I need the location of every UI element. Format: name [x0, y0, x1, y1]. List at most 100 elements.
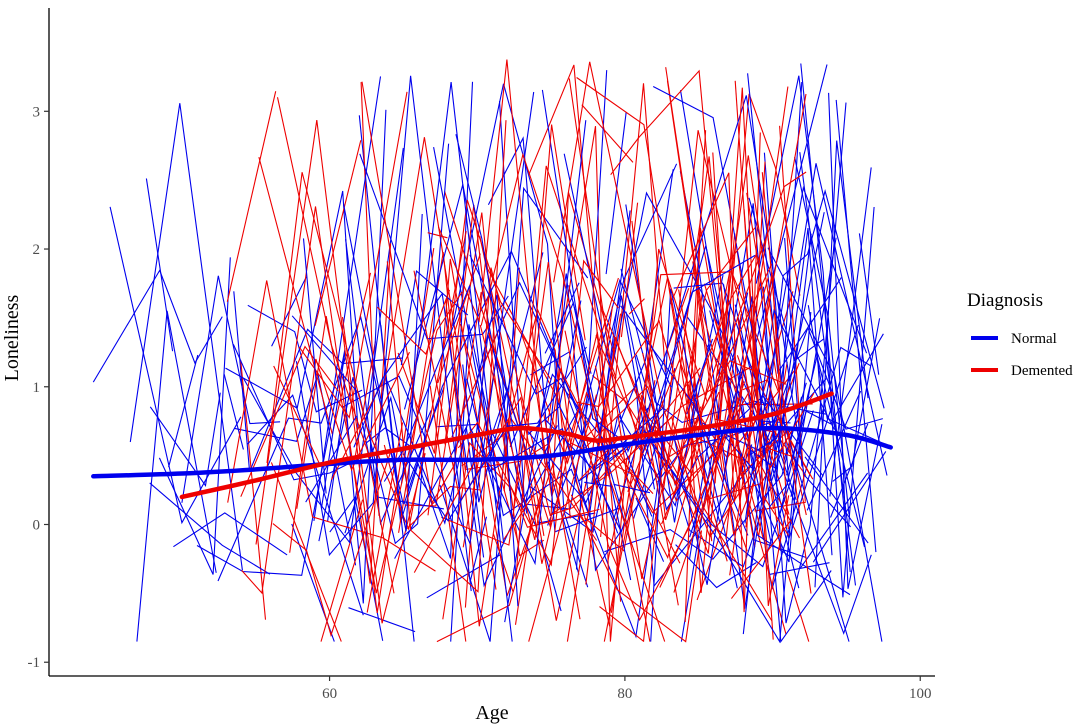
trajectory-normal: [327, 91, 535, 546]
trajectory-normal: [563, 153, 649, 453]
trajectory-demented: [737, 316, 789, 536]
smooth-line-normal: [91, 425, 893, 479]
trajectory-normal: [584, 481, 613, 487]
trajectory-normal: [673, 296, 832, 644]
trajectory-demented: [479, 324, 666, 642]
trajectory-normal: [469, 120, 587, 566]
trajectory-demented: [361, 81, 482, 505]
trajectory-normal: [342, 203, 423, 532]
legend-label-normal: Normal: [1011, 331, 1057, 347]
trajectory-normal: [366, 427, 417, 451]
trajectory-normal: [469, 254, 619, 534]
trajectory-demented: [564, 330, 742, 622]
y-tick-label: 1: [33, 380, 41, 396]
trajectory-demented: [568, 78, 756, 580]
trajectory-normal: [767, 247, 883, 642]
smooth-curves: [91, 391, 893, 500]
trajectory-normal: [755, 64, 828, 343]
trajectory-normal: [799, 152, 857, 586]
trajectory-demented: [513, 165, 617, 510]
trajectory-normal: [452, 83, 589, 588]
trajectory-normal: [466, 210, 631, 516]
trajectory-normal: [742, 189, 885, 635]
trajectory-demented: [444, 191, 512, 404]
trajectory-demented: [272, 451, 392, 638]
trajectory-normal: [136, 310, 217, 642]
trajectory-demented: [576, 77, 773, 621]
trajectory-demented: [712, 93, 807, 502]
trajectory-normal: [605, 111, 627, 275]
trajectory-demented: [729, 272, 789, 576]
trajectory-normal: [400, 82, 505, 544]
trajectory-demented: [528, 64, 622, 602]
trajectory-demented: [650, 377, 713, 542]
trajectory-demented: [377, 289, 451, 355]
trajectory-demented: [594, 365, 651, 642]
trajectory-normal: [769, 483, 789, 508]
trajectory-demented: [381, 137, 497, 590]
trajectory-demented: [276, 97, 395, 594]
trajectory-demented: [786, 571, 810, 642]
trajectory-demented: [603, 474, 681, 642]
trajectory-normal: [652, 86, 767, 407]
trajectory-demented: [486, 267, 611, 627]
trajectory-normal: [383, 285, 513, 642]
trajectory-demented: [255, 120, 435, 613]
trajectory-normal: [476, 278, 672, 420]
trajectory-normal: [755, 75, 875, 598]
trajectory-demented: [441, 262, 574, 546]
trajectory-normal: [426, 554, 501, 599]
trajectory-normal: [173, 512, 288, 556]
trajectory-demented: [595, 156, 729, 493]
trajectory-demented: [697, 252, 758, 385]
trajectory-demented: [226, 91, 277, 302]
trajectory-demented: [429, 385, 467, 642]
trajectory-demented: [436, 493, 542, 643]
trajectory-demented: [714, 87, 790, 606]
trajectory-normal: [168, 354, 199, 468]
trajectory-demented: [570, 494, 703, 643]
smooth-line-demented: [179, 391, 834, 500]
trajectory-normal: [504, 273, 668, 623]
trajectory-normal: [541, 89, 653, 517]
trajectory-demented: [726, 425, 787, 634]
trajectory-normal: [181, 275, 281, 503]
trajectory-normal: [807, 305, 890, 447]
trajectory-normal: [778, 356, 866, 548]
trajectory-normal: [749, 233, 812, 456]
x-tick-label: 80: [617, 686, 632, 702]
trajectory-demented: [240, 345, 339, 497]
trajectory-normal: [530, 351, 570, 376]
trajectory-demented: [581, 104, 634, 163]
trajectory-demented: [386, 120, 507, 593]
trajectory-normal: [145, 178, 174, 352]
trajectory-demented: [457, 259, 619, 567]
trajectory-normal: [247, 304, 363, 413]
trajectory-demented: [570, 248, 773, 479]
legend: Diagnosis Normal Demented: [967, 290, 1073, 379]
trajectory-demented: [413, 270, 545, 536]
trajectory-demented: [451, 331, 499, 438]
trajectory-demented: [266, 172, 467, 532]
trajectory-normal: [829, 167, 872, 497]
trajectory-normal: [736, 311, 812, 563]
trajectory-normal: [109, 206, 242, 525]
trajectory-normal: [723, 185, 868, 471]
individual-trajectories: [92, 59, 890, 644]
trajectory-normal: [828, 92, 883, 589]
y-tick-label: 3: [33, 104, 41, 120]
x-tick-label: 100: [909, 686, 932, 702]
trajectory-demented: [746, 192, 780, 393]
trajectory-normal: [329, 495, 384, 641]
y-axis-ticks: -1 0 1 2 3: [28, 104, 49, 671]
trajectory-demented: [627, 358, 748, 552]
trajectory-normal: [832, 318, 881, 482]
trajectory-normal: [762, 102, 847, 624]
x-axis-ticks: 60 80 100: [322, 676, 931, 702]
trajectory-normal: [386, 294, 519, 607]
trajectory-demented: [628, 298, 645, 315]
trajectory-demented: [742, 379, 797, 471]
trajectory-demented: [610, 69, 737, 472]
trajectory-normal: [858, 233, 880, 375]
x-axis-title: Age: [475, 702, 508, 724]
